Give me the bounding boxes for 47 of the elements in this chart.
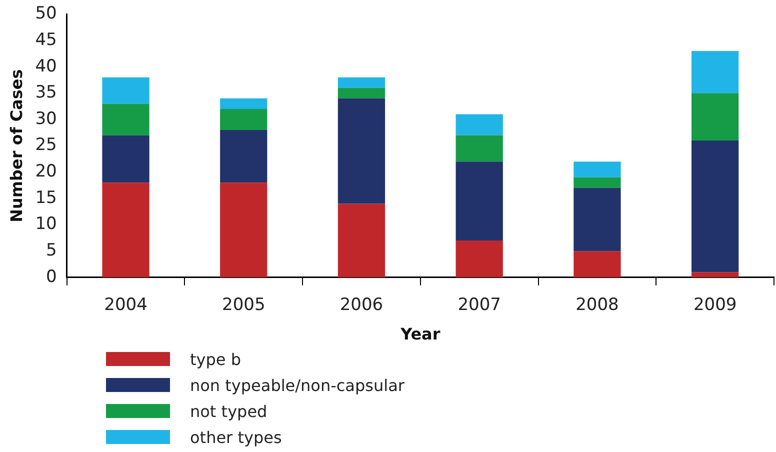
bar — [338, 204, 386, 278]
x-tick-label: 2009 — [693, 295, 737, 316]
bar — [456, 162, 503, 241]
y-tick-label: 20 — [35, 162, 57, 182]
bar — [220, 130, 268, 183]
y-tick-label: 50 — [35, 4, 57, 24]
x-tick-label: 2006 — [340, 295, 384, 316]
bar — [456, 135, 503, 162]
x-tick-label: 2004 — [104, 295, 148, 316]
y-tick-label: 40 — [35, 56, 57, 76]
bar — [574, 251, 621, 278]
x-tick-label: 2008 — [576, 295, 619, 316]
bar — [691, 140, 739, 272]
y-tick-label: 10 — [35, 214, 57, 234]
bar — [102, 135, 150, 183]
bar — [102, 77, 150, 104]
y-tick-label: 35 — [35, 82, 57, 103]
legend-label: type b — [190, 350, 241, 368]
x-tick-label: 2007 — [458, 295, 501, 316]
bar — [338, 98, 386, 204]
y-axis-title: Number of Cases — [6, 69, 26, 222]
y-tick-label: 25 — [35, 135, 57, 156]
bar — [220, 108, 268, 130]
legend-label: other types — [190, 428, 282, 446]
bar — [456, 240, 503, 278]
y-tick-label: 5 — [46, 240, 57, 260]
bar — [220, 98, 268, 109]
bar — [338, 77, 386, 88]
y-tick-label: 0 — [46, 266, 57, 287]
x-tick-label: 2005 — [222, 295, 266, 316]
bar — [102, 182, 150, 278]
bar — [220, 182, 268, 278]
bar — [456, 114, 503, 136]
bar — [691, 272, 739, 278]
legend-label: non typeable/non-capsular — [190, 376, 404, 394]
bar — [691, 51, 739, 94]
y-tick-label: 15 — [35, 188, 57, 208]
x-axis-title: Year — [400, 324, 440, 344]
bar — [574, 177, 621, 188]
bar — [102, 104, 150, 136]
y-tick-label: 30 — [35, 108, 57, 129]
bar — [691, 93, 739, 141]
legend-label: not typed — [190, 402, 268, 420]
bar — [574, 188, 621, 252]
bar — [338, 88, 386, 98]
bar — [574, 162, 621, 178]
y-tick-label: 45 — [35, 30, 57, 50]
